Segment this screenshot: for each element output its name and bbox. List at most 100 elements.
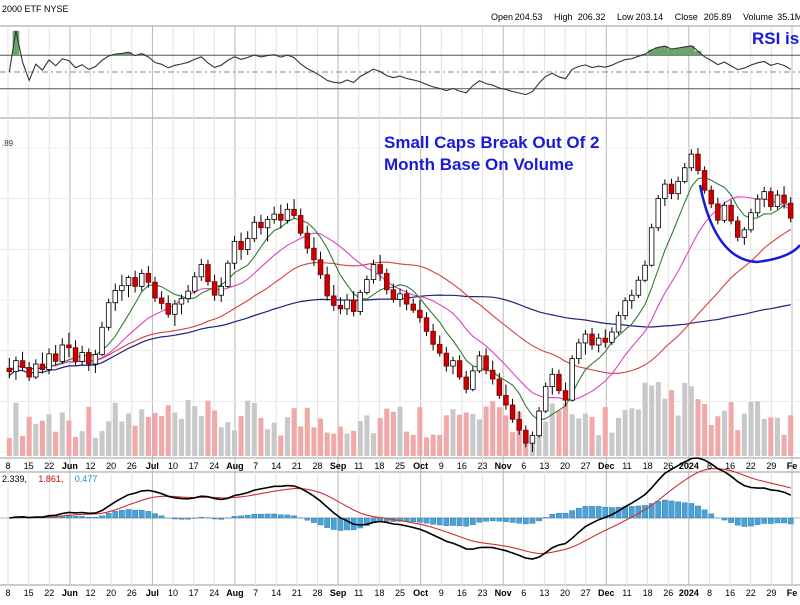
macd-histogram-bar [212,518,217,519]
candle-body [173,304,178,314]
candle-body [788,203,793,218]
volume-bar [338,427,343,456]
candle-body [722,205,727,220]
candle-body [285,209,290,220]
candle-body [471,371,476,389]
volume-bar [444,415,449,456]
ohlcv-value-low: 203.14 [636,12,664,22]
macd-histogram-bar [99,516,104,518]
volume-bar [477,419,482,456]
x-tick-label: 7 [253,461,258,471]
x-tick-label: 16 [457,461,467,471]
candle-body [656,198,661,227]
volume-bar [384,409,389,456]
volume-bar [550,403,555,456]
macd-histogram-bar [305,518,310,520]
macd-histogram-bar [106,513,111,518]
volume-bar [583,414,588,456]
candle-body [86,352,91,364]
candle-body [252,222,257,238]
candle-body [232,241,237,263]
x-tick-label: Fe [787,461,798,471]
volume-bar [590,417,595,456]
candle-body [557,374,562,390]
candle-body [431,331,436,344]
macd-histogram-bar [477,518,482,522]
x-tick-label: 14 [271,461,281,471]
ohlcv-label-open: Open [491,12,513,22]
macd-histogram-bar [781,518,786,523]
x-tick-label: Dec [598,461,615,471]
macd-value: 0.477 [75,474,98,484]
volume-bar [788,415,793,456]
volume-bar [669,390,674,456]
macd-histogram-bar [331,518,336,530]
candle-body [451,361,456,366]
volume-bar [603,407,608,456]
volume-bar [7,438,12,456]
candle-body [510,405,515,419]
volume-bar [404,432,409,456]
candle-body [663,184,668,198]
volume-bar [225,422,230,456]
macd-histogram-bar [483,518,488,521]
macd-histogram-bar [245,515,250,518]
x-tick-label: 28 [312,588,322,598]
candle [543,382,548,413]
volume-bar [768,417,773,456]
macd-histogram-bar [536,518,541,521]
macd-histogram-bar [424,518,429,523]
volume-bar [411,435,416,456]
ohlcv-label-low: Low [617,12,634,22]
x-tick-label: 11 [354,588,363,598]
ohlcv-value-open: 204.53 [515,12,543,22]
x-tick-label: 11 [354,461,363,471]
annotation-line-1: Small Caps Break Out Of 2 [384,133,599,152]
x-tick-label: 9 [439,588,444,598]
macd-histogram-bar [358,518,363,528]
candle-body [365,280,370,293]
macd-histogram-bar [689,503,694,518]
candle-body [537,411,542,436]
candle-body [623,301,628,316]
macd-histogram-bar [285,515,290,518]
candle [226,260,231,287]
x-tick-label: 22 [746,461,756,471]
candle-body [596,338,601,345]
volume-bar [219,427,224,456]
candle [649,224,654,267]
candle-body [378,265,383,274]
macd-histogram-bar [497,518,502,521]
volume-bar [318,418,323,456]
volume-bar [106,421,111,456]
x-tick-label: 17 [189,461,199,471]
macd-histogram-bar [775,518,780,523]
x-tick-label: 29 [766,588,776,598]
volume-bar [695,399,700,456]
volume-bar [450,409,455,456]
x-tick-label: 12 [86,461,96,471]
volume-bar [748,402,753,456]
x-tick-label: 27 [581,588,591,598]
candle-body [404,294,409,304]
candle-body [769,192,774,207]
x-tick-label: 16 [457,588,467,598]
macd-histogram-bar [132,510,137,518]
macd-histogram-bar [126,509,131,518]
candle-body [775,195,780,207]
x-tick-label: 16 [725,588,735,598]
volume-bar [13,403,18,456]
macd-histogram-bar [788,518,793,524]
x-tick-label: 26 [127,588,137,598]
volume-bar [252,403,257,456]
candle-body [371,265,376,280]
candle-body [749,213,754,230]
candle-body [457,361,462,377]
candle-body [682,168,687,182]
candle-body [782,195,787,203]
macd-histogram-bar [325,518,330,528]
macd-histogram-bar [139,510,144,518]
candle-body [517,419,522,430]
candle-body [543,387,548,412]
volume-bar [358,421,363,456]
